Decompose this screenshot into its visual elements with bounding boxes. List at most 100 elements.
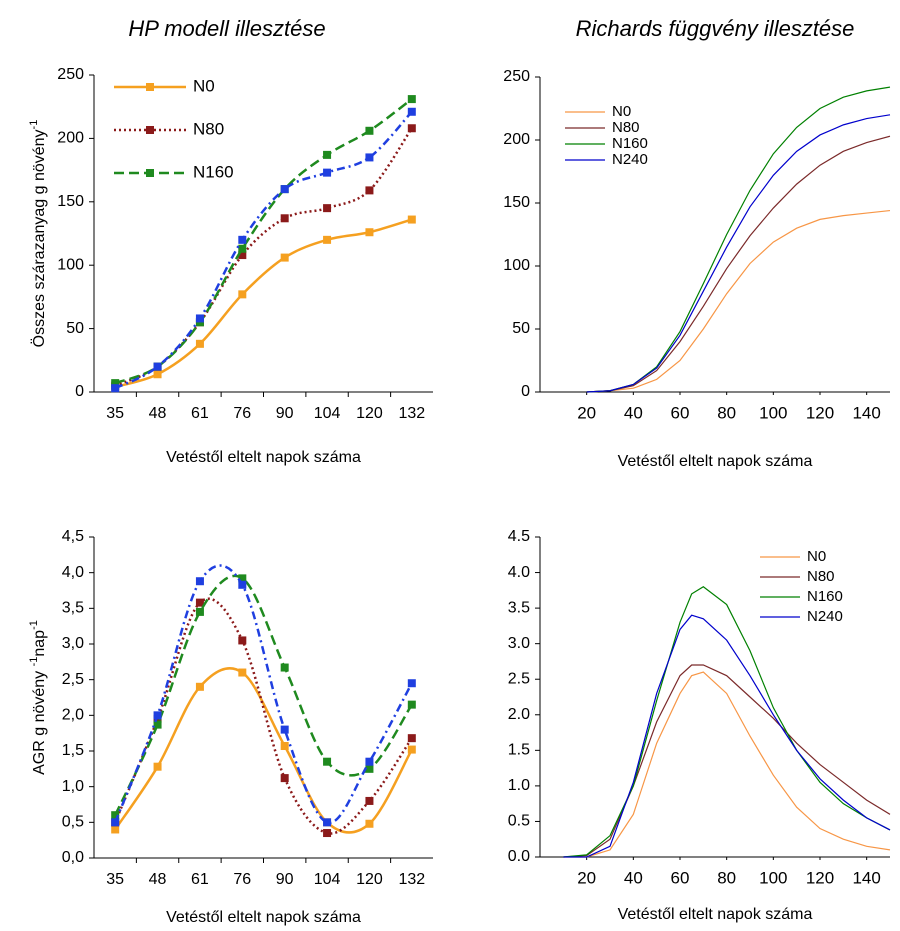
marker bbox=[407, 734, 416, 743]
x-tick-label: 48 bbox=[149, 871, 167, 888]
marker bbox=[365, 764, 374, 773]
legend-label: N0 bbox=[807, 548, 826, 565]
marker bbox=[111, 811, 120, 820]
marker bbox=[365, 819, 374, 828]
y-tick-label: 0 bbox=[75, 383, 84, 400]
y-tick-label: 1,5 bbox=[62, 742, 84, 759]
y-tick-label: 1.0 bbox=[508, 777, 530, 794]
marker bbox=[323, 757, 332, 766]
marker bbox=[238, 574, 247, 583]
x-tick-label: 76 bbox=[233, 405, 251, 422]
marker bbox=[280, 725, 289, 734]
x-tick-label: 100 bbox=[759, 403, 787, 422]
x-tick-label: 120 bbox=[356, 405, 383, 422]
y-tick-label: 3,0 bbox=[62, 635, 84, 652]
series-line bbox=[563, 586, 891, 858]
marker bbox=[407, 124, 416, 133]
series-line bbox=[563, 664, 891, 858]
marker bbox=[407, 107, 416, 116]
marker bbox=[407, 95, 416, 104]
marker bbox=[195, 598, 204, 607]
y-tick-label: 250 bbox=[503, 68, 530, 85]
series-line bbox=[114, 564, 413, 824]
y-tick-label: 50 bbox=[66, 320, 84, 337]
y-label-part: -1 bbox=[28, 120, 40, 130]
marker bbox=[323, 204, 332, 213]
marker bbox=[195, 682, 204, 691]
y-tick-label: 100 bbox=[57, 256, 84, 273]
x-tick-label: 60 bbox=[671, 403, 690, 422]
x-tick-label: 104 bbox=[314, 871, 341, 888]
series-line bbox=[563, 614, 891, 858]
y-tick-label: 4,0 bbox=[62, 564, 84, 581]
marker bbox=[195, 314, 204, 323]
y-tick-label: 50 bbox=[512, 320, 530, 337]
marker bbox=[238, 235, 247, 244]
series-line bbox=[586, 114, 891, 393]
marker bbox=[365, 228, 374, 237]
marker bbox=[111, 825, 120, 834]
marker bbox=[407, 700, 416, 709]
x-tick-label: 20 bbox=[577, 868, 596, 887]
marker bbox=[323, 150, 332, 159]
series-line bbox=[114, 98, 413, 385]
x-tick-label: 80 bbox=[717, 868, 736, 887]
legend-label: N80 bbox=[807, 568, 835, 585]
y-tick-label: 4.5 bbox=[508, 528, 530, 545]
y-label-part: nap bbox=[31, 630, 48, 657]
marker bbox=[280, 663, 289, 672]
y-tick-label: 0.0 bbox=[508, 848, 530, 865]
x-tick-label: 61 bbox=[191, 871, 209, 888]
x-tick-label: 120 bbox=[806, 403, 834, 422]
x-tick-label: 140 bbox=[852, 868, 880, 887]
y-axis-label: AGR g növény -1nap-1 bbox=[28, 620, 48, 775]
x-tick-label: 104 bbox=[314, 405, 341, 422]
y-label-part: -1 bbox=[28, 657, 40, 667]
y-axis-label: Összes szárazanyag g növény-1 bbox=[28, 120, 48, 348]
y-tick-label: 4.0 bbox=[508, 564, 530, 581]
y-tick-label: 0,0 bbox=[62, 849, 84, 866]
marker bbox=[153, 720, 162, 729]
legend-label: N80 bbox=[612, 119, 640, 136]
x-tick-label: 80 bbox=[717, 403, 736, 422]
y-tick-label: 2.0 bbox=[508, 706, 530, 723]
y-tick-label: 3,5 bbox=[62, 600, 84, 617]
marker bbox=[280, 214, 289, 223]
marker bbox=[111, 818, 120, 827]
marker bbox=[323, 235, 332, 244]
y-tick-label: 2.5 bbox=[508, 670, 530, 687]
marker bbox=[238, 290, 247, 299]
x-tick-label: 120 bbox=[356, 871, 383, 888]
y-tick-label: 250 bbox=[57, 66, 84, 83]
x-axis-label: Vetéstől eltelt napok száma bbox=[166, 449, 361, 466]
y-tick-label: 100 bbox=[503, 257, 530, 274]
marker bbox=[280, 774, 289, 783]
marker bbox=[323, 818, 332, 827]
x-tick-label: 20 bbox=[577, 403, 596, 422]
x-tick-label: 61 bbox=[191, 405, 209, 422]
marker bbox=[153, 762, 162, 771]
x-tick-label: 35 bbox=[106, 405, 124, 422]
marker bbox=[238, 636, 247, 645]
y-tick-label: 3.5 bbox=[508, 599, 530, 616]
marker bbox=[195, 339, 204, 348]
y-tick-label: 0,5 bbox=[62, 814, 84, 831]
series-line bbox=[114, 218, 413, 389]
marker bbox=[280, 742, 289, 751]
y-tick-label: 150 bbox=[57, 193, 84, 210]
marker bbox=[153, 370, 162, 379]
y-tick-label: 200 bbox=[57, 130, 84, 147]
x-tick-label: 48 bbox=[149, 405, 167, 422]
legend-label: N80 bbox=[193, 119, 224, 138]
y-tick-label: 1.5 bbox=[508, 742, 530, 759]
marker bbox=[238, 668, 247, 677]
series-line bbox=[114, 127, 413, 387]
series-line bbox=[114, 597, 413, 835]
marker bbox=[195, 607, 204, 616]
marker bbox=[407, 679, 416, 688]
legend-label: N240 bbox=[612, 151, 648, 168]
marker bbox=[407, 215, 416, 224]
marker bbox=[238, 580, 247, 589]
marker bbox=[365, 757, 374, 766]
